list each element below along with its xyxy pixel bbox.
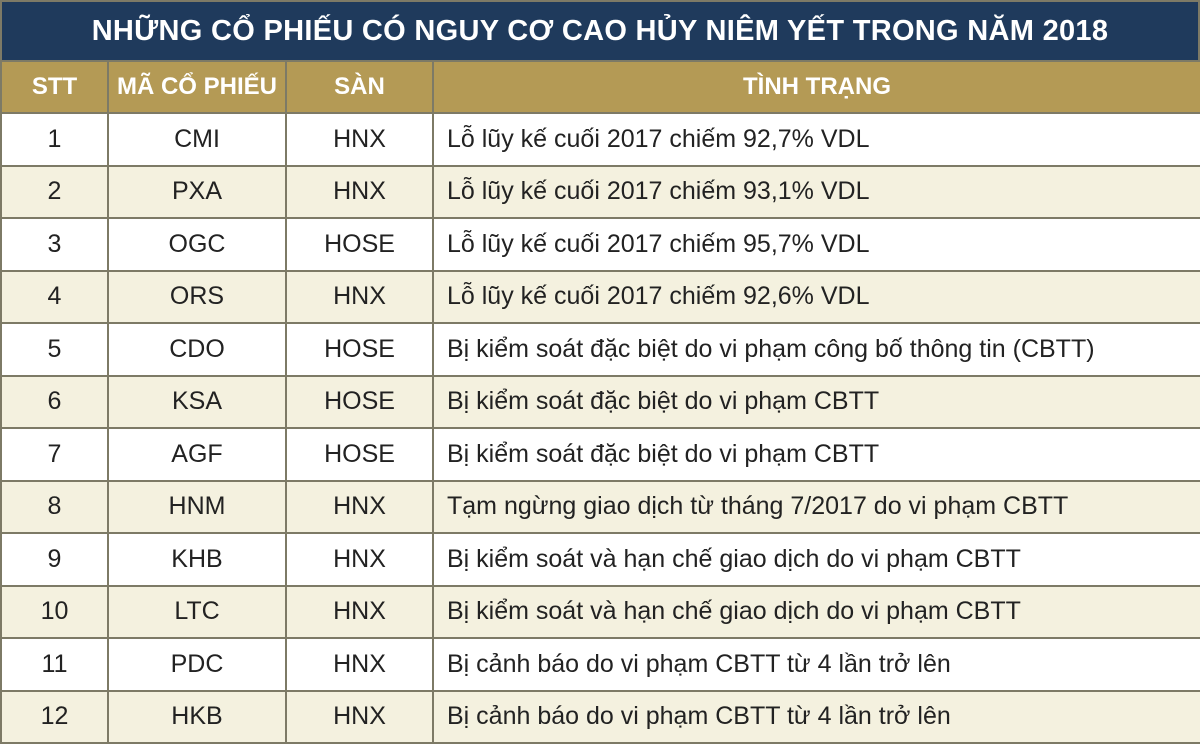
cell-code: KHB: [107, 532, 287, 587]
cell-stt: 9: [0, 532, 109, 587]
cell-exchange: HNX: [285, 584, 434, 639]
cell-status: Lỗ lũy kế cuối 2017 chiếm 93,1% VDL: [432, 164, 1200, 219]
cell-status: Lỗ lũy kế cuối 2017 chiếm 92,6% VDL: [432, 269, 1200, 324]
cell-stt: 2: [0, 164, 109, 219]
cell-code: CDO: [107, 322, 287, 377]
stocks-table: STT MÃ CỔ PHIẾU SÀN TÌNH TRẠNG 1 CMI HNX…: [0, 60, 1200, 744]
cell-status: Lỗ lũy kế cuối 2017 chiếm 95,7% VDL: [432, 217, 1200, 272]
table-row: 1 CMI HNX Lỗ lũy kế cuối 2017 chiếm 92,7…: [0, 112, 1200, 167]
cell-exchange: HNX: [285, 164, 434, 219]
cell-exchange: HNX: [285, 479, 434, 534]
table-row: 2 PXA HNX Lỗ lũy kế cuối 2017 chiếm 93,1…: [0, 164, 1200, 219]
cell-exchange: HNX: [285, 689, 434, 744]
header-code: MÃ CỔ PHIẾU: [107, 60, 287, 114]
table-row: 6 KSA HOSE Bị kiểm soát đặc biệt do vi p…: [0, 374, 1200, 429]
cell-stt: 11: [0, 637, 109, 692]
cell-status: Tạm ngừng giao dịch từ tháng 7/2017 do v…: [432, 479, 1200, 534]
cell-stt: 10: [0, 584, 109, 639]
cell-code: CMI: [107, 112, 287, 167]
cell-code: KSA: [107, 374, 287, 429]
table-row: 3 OGC HOSE Lỗ lũy kế cuối 2017 chiếm 95,…: [0, 217, 1200, 272]
cell-stt: 8: [0, 479, 109, 534]
cell-code: ORS: [107, 269, 287, 324]
table-row: 12 HKB HNX Bị cảnh báo do vi phạm CBTT t…: [0, 689, 1200, 744]
cell-status: Bị cảnh báo do vi phạm CBTT từ 4 lần trở…: [432, 637, 1200, 692]
cell-exchange: HNX: [285, 112, 434, 167]
table-row: 10 LTC HNX Bị kiểm soát và hạn chế giao …: [0, 584, 1200, 639]
cell-stt: 6: [0, 374, 109, 429]
cell-stt: 4: [0, 269, 109, 324]
cell-status: Bị kiểm soát đặc biệt do vi phạm công bố…: [432, 322, 1200, 377]
cell-exchange: HNX: [285, 269, 434, 324]
cell-stt: 3: [0, 217, 109, 272]
header-exchange: SÀN: [285, 60, 434, 114]
header-status: TÌNH TRẠNG: [432, 60, 1200, 114]
cell-exchange: HNX: [285, 637, 434, 692]
cell-status: Bị kiểm soát và hạn chế giao dịch do vi …: [432, 532, 1200, 587]
cell-code: PXA: [107, 164, 287, 219]
table-row: 8 HNM HNX Tạm ngừng giao dịch từ tháng 7…: [0, 479, 1200, 534]
cell-code: LTC: [107, 584, 287, 639]
cell-code: OGC: [107, 217, 287, 272]
table-row: 5 CDO HOSE Bị kiểm soát đặc biệt do vi p…: [0, 322, 1200, 377]
cell-status: Lỗ lũy kế cuối 2017 chiếm 92,7% VDL: [432, 112, 1200, 167]
cell-stt: 1: [0, 112, 109, 167]
table-title: NHỮNG CỔ PHIẾU CÓ NGUY CƠ CAO HỦY NIÊM Y…: [0, 0, 1200, 60]
cell-code: PDC: [107, 637, 287, 692]
cell-exchange: HOSE: [285, 427, 434, 482]
cell-exchange: HNX: [285, 532, 434, 587]
cell-stt: 5: [0, 322, 109, 377]
cell-code: HKB: [107, 689, 287, 744]
table-row: 9 KHB HNX Bị kiểm soát và hạn chế giao d…: [0, 532, 1200, 587]
cell-status: Bị kiểm soát đặc biệt do vi phạm CBTT: [432, 427, 1200, 482]
cell-status: Bị kiểm soát và hạn chế giao dịch do vi …: [432, 584, 1200, 639]
cell-exchange: HOSE: [285, 322, 434, 377]
header-row: STT MÃ CỔ PHIẾU SÀN TÌNH TRẠNG: [0, 60, 1200, 114]
cell-status: Bị cảnh báo do vi phạm CBTT từ 4 lần trở…: [432, 689, 1200, 744]
cell-stt: 12: [0, 689, 109, 744]
cell-code: AGF: [107, 427, 287, 482]
table-row: 7 AGF HOSE Bị kiểm soát đặc biệt do vi p…: [0, 427, 1200, 482]
table-row: 4 ORS HNX Lỗ lũy kế cuối 2017 chiếm 92,6…: [0, 269, 1200, 324]
cell-status: Bị kiểm soát đặc biệt do vi phạm CBTT: [432, 374, 1200, 429]
cell-code: HNM: [107, 479, 287, 534]
table-row: 11 PDC HNX Bị cảnh báo do vi phạm CBTT t…: [0, 637, 1200, 692]
cell-exchange: HOSE: [285, 217, 434, 272]
cell-exchange: HOSE: [285, 374, 434, 429]
header-stt: STT: [0, 60, 109, 114]
cell-stt: 7: [0, 427, 109, 482]
